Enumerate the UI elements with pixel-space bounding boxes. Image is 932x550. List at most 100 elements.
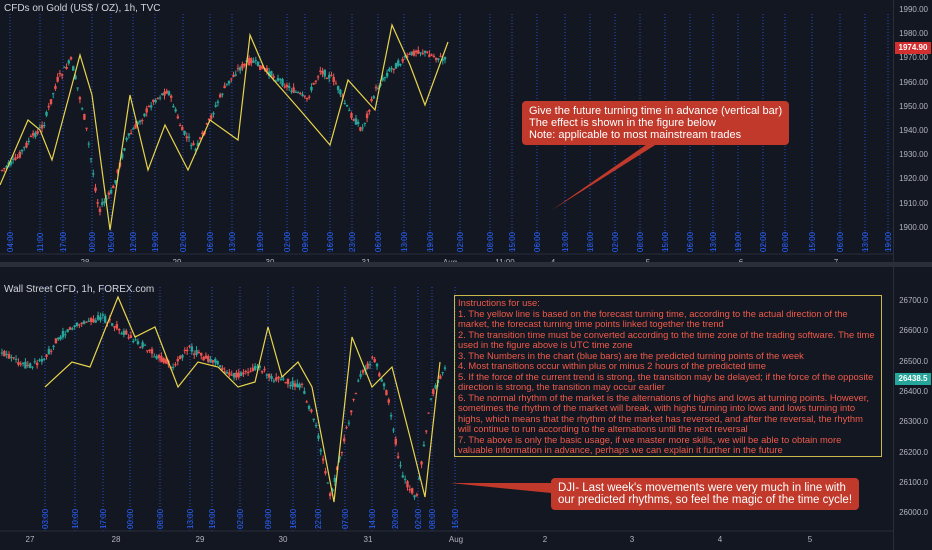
price-tick-label: 26400.0 bbox=[899, 386, 928, 396]
date-label: 7 bbox=[834, 258, 839, 262]
candle-body bbox=[352, 398, 355, 400]
candle-body bbox=[181, 355, 184, 358]
pane-divider[interactable] bbox=[0, 262, 932, 267]
forecast-time-label: 04:00 bbox=[6, 231, 15, 252]
candle-body bbox=[160, 355, 163, 362]
candle-body bbox=[17, 361, 20, 365]
candle-body bbox=[204, 355, 208, 359]
candle-body bbox=[201, 132, 204, 135]
forecast-time-label: 13:00 bbox=[561, 231, 570, 252]
candle-body bbox=[373, 359, 376, 363]
candle-body bbox=[361, 127, 364, 129]
date-label: 6 bbox=[739, 258, 744, 262]
candle-body bbox=[243, 63, 246, 66]
candle-body bbox=[232, 372, 236, 378]
candle-body bbox=[154, 99, 157, 103]
candle-body bbox=[286, 378, 290, 385]
candle-body bbox=[425, 51, 429, 53]
candle-body bbox=[230, 374, 233, 376]
forecast-time-label: 02:00 bbox=[611, 231, 620, 252]
candle-body bbox=[71, 328, 74, 330]
forecast-time-label: 13:00 bbox=[400, 231, 409, 252]
candle-body bbox=[12, 357, 15, 359]
gold-price-axis[interactable]: 1990.00 1980.00 1970.00 1960.00 1950.00 1940.… bbox=[893, 0, 932, 262]
candle-body bbox=[432, 55, 436, 58]
instruction-item-4: 4. Most transitions occur within plus or… bbox=[458, 360, 766, 371]
candle-body bbox=[270, 71, 273, 77]
candle-body bbox=[352, 119, 355, 121]
candle-body bbox=[198, 137, 202, 139]
forecast-time-label: 00:00 bbox=[88, 231, 97, 252]
candle-body bbox=[406, 481, 409, 488]
candle-body bbox=[359, 374, 362, 377]
dji-chart-pane[interactable]: 03:00 10:00 17:00 00:00 08:00 13:00 19:00 02:00… bbox=[0, 267, 932, 550]
candle-body bbox=[54, 86, 57, 89]
candle-body bbox=[132, 341, 135, 343]
candle-body bbox=[324, 471, 327, 474]
candle-body bbox=[325, 78, 329, 80]
instruction-item-2: 2. The transition time must be converted… bbox=[458, 328, 875, 350]
candle-body bbox=[294, 91, 298, 93]
candle-body bbox=[343, 103, 347, 105]
candle-body bbox=[412, 50, 416, 56]
gold-chart-canvas[interactable]: 04:00 11:00 17:00 00:00 05:00 12:00 19:00 02:00… bbox=[0, 0, 894, 262]
date-label: 5 bbox=[808, 535, 813, 544]
candle-body bbox=[410, 51, 413, 55]
date-label: 30 bbox=[266, 258, 275, 262]
dji-price-axis[interactable]: 26700.0 26600.0 26500.0 26400.0 26300.0 26200… bbox=[893, 267, 932, 550]
dji-chart-canvas[interactable]: 03:00 10:00 17:00 00:00 08:00 13:00 19:00 02:00… bbox=[0, 267, 894, 550]
candle-body bbox=[296, 383, 299, 388]
forecast-time-label: 19:00 bbox=[426, 231, 435, 252]
candle-body bbox=[87, 143, 91, 145]
candle-body bbox=[246, 372, 250, 374]
candle-body bbox=[35, 362, 39, 366]
candle-body bbox=[314, 425, 318, 427]
candle-body bbox=[336, 86, 340, 91]
candle-body bbox=[136, 122, 139, 125]
candle-body bbox=[205, 123, 209, 125]
candle-body bbox=[293, 383, 297, 387]
candle-body bbox=[214, 105, 217, 107]
candle-body bbox=[425, 430, 428, 432]
gold-chart-pane[interactable]: 04:00 11:00 17:00 00:00 05:00 12:00 19:00 02:00… bbox=[0, 0, 932, 262]
candle-body bbox=[405, 55, 409, 58]
candle-body bbox=[363, 122, 367, 124]
candle-body bbox=[134, 124, 137, 129]
candle-body bbox=[7, 354, 11, 359]
candle-body bbox=[299, 93, 302, 95]
candle-body bbox=[60, 74, 64, 76]
candle-body bbox=[394, 438, 397, 445]
candle-body bbox=[359, 127, 362, 131]
candle-body bbox=[259, 65, 262, 71]
candle-body bbox=[428, 54, 431, 58]
date-label: 29 bbox=[196, 535, 205, 544]
forecast-time-label: 15:00 bbox=[661, 231, 670, 252]
candle-body bbox=[397, 60, 400, 66]
candle-body bbox=[45, 111, 48, 116]
candle-body bbox=[394, 63, 398, 69]
gold-callout-line2: The effect is shown in the figure below bbox=[529, 117, 716, 129]
candle-body bbox=[392, 429, 395, 431]
candle-body bbox=[146, 350, 149, 352]
candle-body bbox=[40, 124, 44, 129]
price-tick-label: 1980.00 bbox=[899, 29, 928, 39]
candle-body bbox=[54, 338, 58, 344]
forecast-time-label: 19:00 bbox=[734, 231, 743, 252]
candle-body bbox=[350, 410, 353, 413]
candle-body bbox=[127, 133, 131, 136]
candle-body bbox=[14, 358, 18, 360]
candle-body bbox=[218, 365, 222, 367]
candle-body bbox=[368, 109, 371, 112]
candle-body bbox=[256, 61, 260, 67]
candle-body bbox=[72, 66, 75, 71]
forecast-time-label: 22:00 bbox=[314, 508, 323, 529]
forecast-time-label: 13:00 bbox=[228, 231, 237, 252]
candle-body bbox=[129, 335, 133, 339]
candle-body bbox=[312, 418, 315, 420]
candle-body bbox=[443, 367, 447, 369]
candle-body bbox=[18, 151, 22, 158]
candle-body bbox=[82, 321, 86, 325]
candle-body bbox=[250, 58, 253, 64]
price-tick-label: 1910.00 bbox=[899, 198, 928, 208]
candle-body bbox=[21, 362, 25, 364]
